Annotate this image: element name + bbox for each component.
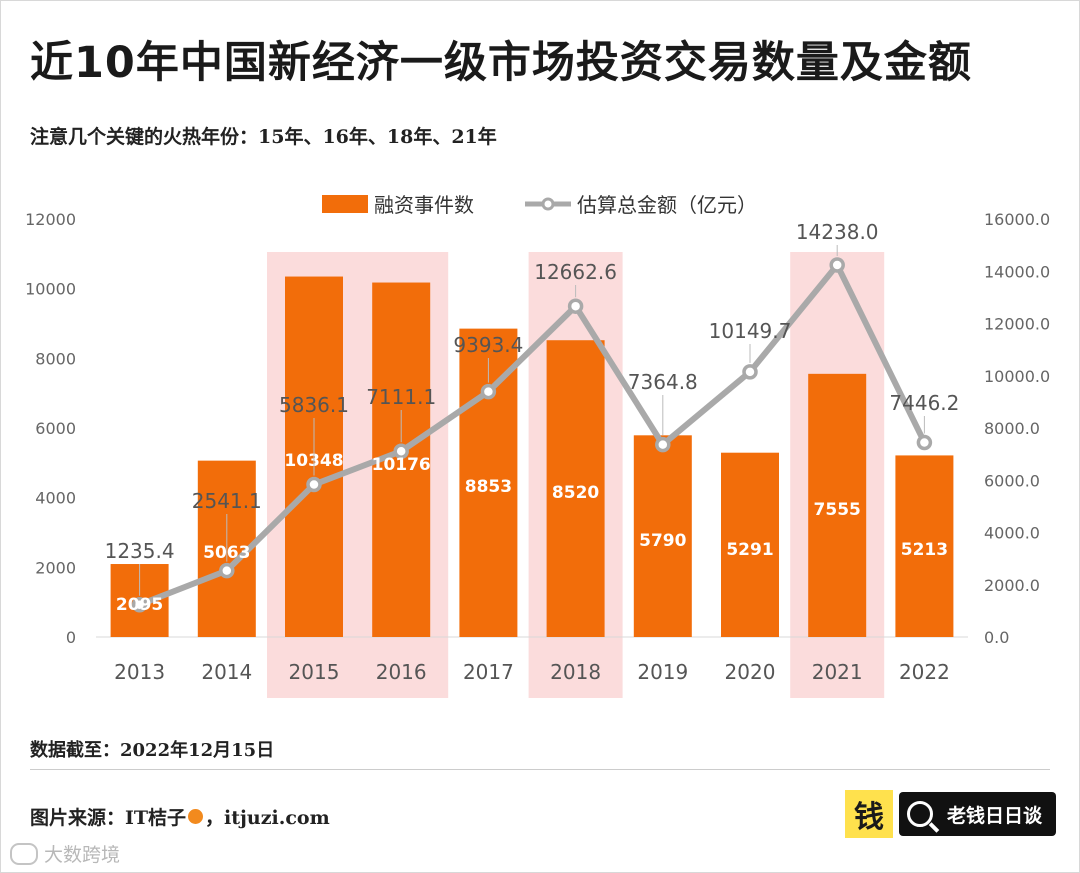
y-right-tick: 0.0 <box>984 628 1009 647</box>
x-tick-2013: 2013 <box>114 660 165 684</box>
y-right-tick: 14000.0 <box>984 262 1050 281</box>
line-point-2015 <box>306 476 322 493</box>
axes: 0 2000 4000 6000 8000 10000 12000 0.0 2000.0 4000… <box>25 210 1050 684</box>
line-point-2016 <box>393 443 409 459</box>
y-right-tick: 6000.0 <box>984 471 1040 490</box>
x-tick-2020: 2020 <box>725 660 776 684</box>
x-tick-2021: 2021 <box>812 660 863 684</box>
y-right-tick: 8000.0 <box>984 419 1040 438</box>
footer-divider <box>30 769 1050 770</box>
legend-label-bar: 融资事件数 <box>374 193 474 217</box>
bar-2018 <box>546 340 605 637</box>
source-prefix: 图片来源：IT桔子 <box>30 807 187 829</box>
line-point-2013 <box>131 596 148 613</box>
orange-icon <box>188 809 204 824</box>
line-point-2014 <box>219 562 235 579</box>
y-right-tick: 16000.0 <box>984 210 1050 229</box>
line-label-2018: 12662.6 <box>534 260 617 284</box>
line-point-2020 <box>742 364 758 380</box>
chart-title: 近10年中国新经济一级市场投资交易数量及金额 <box>30 38 972 88</box>
line-label-2019: 7364.8 <box>628 370 698 394</box>
bar-label-2017: 8853 <box>465 477 512 497</box>
y-left-tick: 12000 <box>25 210 76 229</box>
y-right-tick: 4000.0 <box>984 524 1040 543</box>
bar-label-2018: 8520 <box>552 483 599 503</box>
line-label-2021: 14238.0 <box>796 220 879 244</box>
line-point-2019 <box>655 436 671 453</box>
x-tick-2017: 2017 <box>463 660 514 684</box>
legend-marker-line <box>541 197 555 211</box>
bar-label-2022: 5213 <box>901 540 948 560</box>
x-tick-2019: 2019 <box>637 660 688 684</box>
bar-2021 <box>808 373 867 637</box>
bar-label-2019: 5790 <box>639 531 686 551</box>
y-left-tick: 0 <box>66 628 76 647</box>
bar-2022 <box>895 455 954 637</box>
line-point-2022 <box>916 434 933 451</box>
y-left-tick: 4000 <box>35 489 76 508</box>
bar-label-2020: 5291 <box>726 540 773 560</box>
y-left-tick: 6000 <box>35 419 76 438</box>
x-tick-2018: 2018 <box>550 660 601 684</box>
line-label-2020: 10149.7 <box>709 319 792 343</box>
brand-logo-text: 钱 <box>854 800 884 835</box>
watermark: 大数跨境 <box>10 840 120 867</box>
legend-swatch-bar <box>322 195 368 213</box>
legend-label-line: 估算总金额（亿元） <box>577 193 757 217</box>
brand-logo-icon: 钱 <box>845 790 893 838</box>
line-series <box>131 257 933 613</box>
line-label-2014: 2541.1 <box>192 489 262 513</box>
x-tick-2014: 2014 <box>201 660 252 684</box>
line-label-2013: 1235.4 <box>105 539 175 563</box>
image-source: 图片来源：IT桔子 ，itjuzi.com <box>30 803 330 830</box>
y-right-tick: 12000.0 <box>984 315 1050 334</box>
chart-subtitle: 注意几个关键的火热年份：15年、16年、18年、21年 <box>30 126 497 148</box>
line-label-2016: 7111.1 <box>366 385 436 409</box>
legend: 融资事件数 估算总金额（亿元） <box>322 193 757 217</box>
line-point-2021 <box>829 257 845 273</box>
brand-name: 老钱日日谈 <box>947 804 1043 827</box>
search-icon <box>907 801 933 827</box>
data-cutoff-note: 数据截至：2022年12月15日 <box>30 740 275 761</box>
watermark-logo-icon <box>10 842 38 865</box>
y-right-tick: 10000.0 <box>984 367 1050 386</box>
x-tick-2022: 2022 <box>899 660 950 684</box>
line-label-2017: 9393.4 <box>453 333 523 357</box>
bar-label-2021: 7555 <box>814 500 861 520</box>
line-point-2017 <box>480 383 497 400</box>
line-label-2022: 7446.2 <box>889 391 959 415</box>
y-right-tick: 2000.0 <box>984 576 1040 595</box>
y-left-tick: 10000 <box>25 280 76 299</box>
bar-label-2016: 10176 <box>372 455 431 475</box>
line-path <box>138 262 928 608</box>
x-tick-2016: 2016 <box>376 660 427 684</box>
line-point-2018 <box>567 298 584 314</box>
x-tick-2015: 2015 <box>289 660 340 684</box>
y-left-tick: 8000 <box>35 349 76 368</box>
brand-badge: 钱 老钱日日谈 <box>845 790 1057 838</box>
line-label-2015: 5836.1 <box>279 393 349 417</box>
bar-label-2013: 2095 <box>116 595 163 615</box>
watermark-text: 大数跨境 <box>44 844 121 866</box>
brand-search-box: 老钱日日谈 <box>899 792 1057 836</box>
bar-2020 <box>721 452 779 637</box>
source-suffix: ，itjuzi.com <box>205 807 330 829</box>
y-left-tick: 2000 <box>35 558 76 577</box>
bar-2019 <box>633 435 692 637</box>
